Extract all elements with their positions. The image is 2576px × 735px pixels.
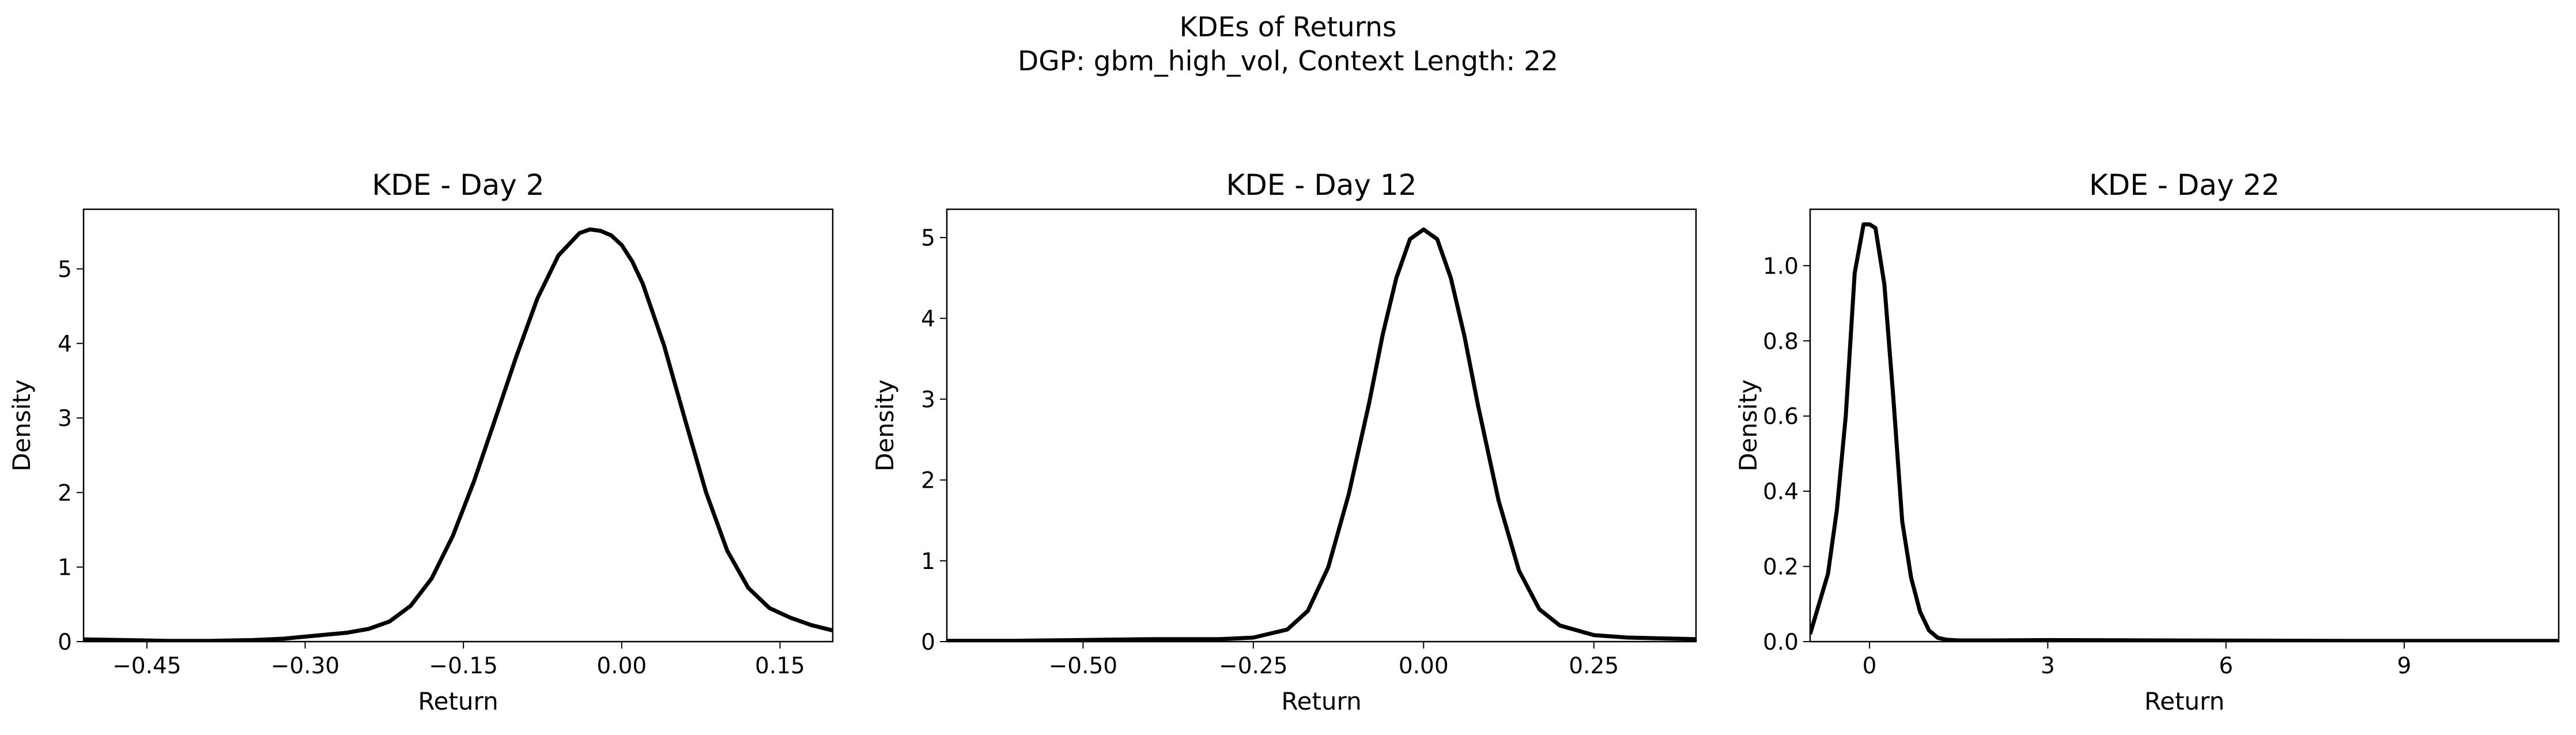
y-tick-label: 3: [921, 387, 935, 413]
y-tick-label: 0: [921, 630, 935, 655]
kde-line: [84, 227, 833, 642]
chart-panel-1: KDE - Day 2 −0.45 −0.30 −0.15 0.00 0.15 0 1 2 3 4 5…: [7, 168, 834, 715]
x-tick-label: 0.00: [1399, 653, 1449, 679]
panel-title: KDE - Day 12: [1226, 168, 1417, 202]
panel-title: KDE - Day 22: [2089, 168, 2280, 202]
y-axis-label: Density: [871, 379, 899, 472]
x-tick-label: 0.25: [1569, 653, 1619, 679]
x-tick-label: 0.15: [755, 653, 805, 679]
y-tick-label: 2: [921, 468, 935, 494]
y-tick-label: 1: [921, 549, 935, 575]
x-tick-label: −0.45: [112, 653, 182, 679]
y-tick-label: 2: [58, 480, 72, 506]
x-tick-label: 3: [2041, 653, 2055, 679]
x-tick-label: −0.15: [429, 653, 498, 679]
chart-panel-3: KDE - Day 22 0 3 6 9 0.0 0.2 0.4 0.6 0.8 1.0 Return…: [1734, 168, 2560, 715]
figure-subtitle: DGP: gbm_high_vol, Context Length: 22: [1018, 46, 1558, 77]
figure-title: KDEs of Returns: [1180, 12, 1397, 43]
kde-line: [1810, 222, 2559, 642]
axes-frame: [82, 208, 834, 643]
x-axis-label: Return: [418, 687, 498, 715]
panel-title: KDE - Day 2: [372, 168, 544, 202]
y-tick-label: 0: [58, 630, 72, 655]
y-axis-label: Density: [1734, 379, 1762, 472]
x-tick-label: 0: [1863, 653, 1877, 679]
y-tick-label: 4: [58, 331, 72, 357]
chart-panel-2: KDE - Day 12 −0.50 −0.25 0.00 0.25 0 1 2 3 4 5 Retu…: [871, 168, 1697, 715]
y-tick-label: 4: [921, 306, 935, 332]
x-tick-label: 0.00: [596, 653, 647, 679]
y-tick-label: 1: [58, 555, 72, 581]
kde-line: [947, 227, 1696, 642]
y-tick-label: 3: [58, 406, 72, 432]
x-axis-label: Return: [2144, 687, 2224, 715]
y-tick-label: 5: [921, 225, 935, 251]
x-tick-label: −0.25: [1219, 653, 1288, 679]
axes-frame: [1809, 208, 2560, 643]
x-tick-label: −0.50: [1049, 653, 1118, 679]
y-tick-label: 1.0: [1763, 254, 1799, 280]
y-axis-label: Density: [7, 379, 36, 472]
y-tick-label: 0.0: [1763, 630, 1799, 655]
y-tick-label: 5: [58, 257, 72, 282]
y-tick-label: 0.8: [1763, 329, 1799, 355]
y-tick-label: 0.6: [1763, 404, 1799, 430]
x-axis-label: Return: [1281, 687, 1361, 715]
y-tick-label: 0.4: [1763, 479, 1799, 505]
x-tick-label: 9: [2397, 653, 2412, 679]
x-tick-label: −0.30: [271, 653, 340, 679]
axes-frame: [946, 208, 1697, 643]
x-tick-label: 6: [2219, 653, 2233, 679]
y-tick-label: 0.2: [1763, 555, 1799, 581]
